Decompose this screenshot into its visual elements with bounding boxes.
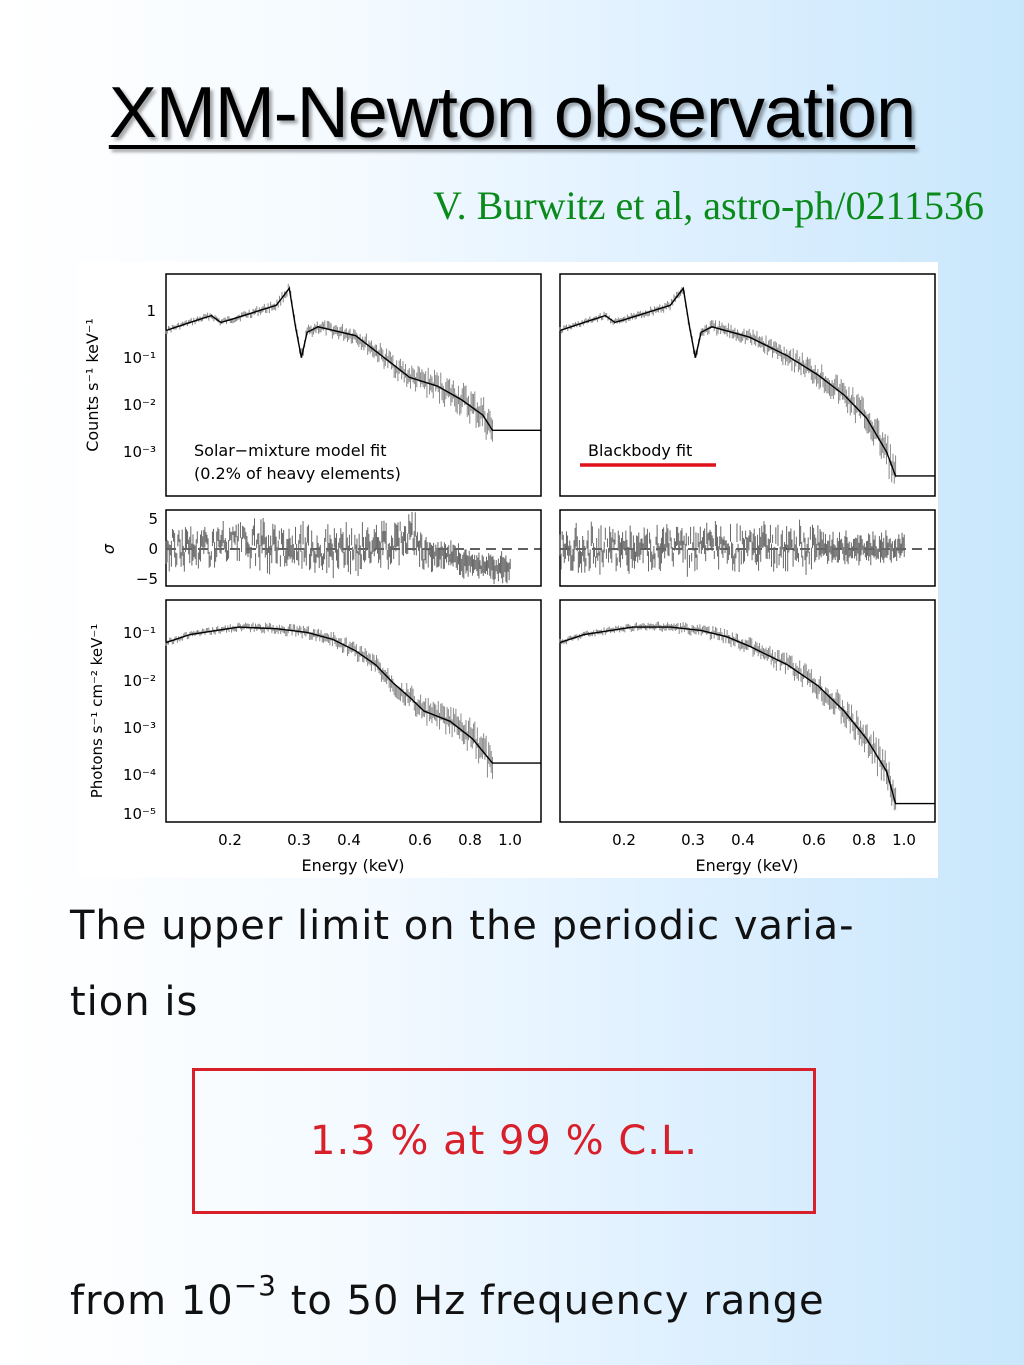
xtick-right: 0.4 — [731, 831, 755, 849]
citation: V. Burwitz et al, astro-ph/0211536 — [432, 183, 984, 228]
result-text: 1.3 % at 99 % C.L. — [310, 1118, 698, 1164]
range-exponent: −3 — [233, 1269, 277, 1302]
ytick-photons: 10⁻⁵ — [123, 805, 156, 823]
xtick-left: 0.2 — [218, 831, 242, 849]
ytick-counts: 1 — [146, 302, 156, 320]
paragraph-line-2: tion is — [70, 979, 199, 1025]
panel-counts-solar — [165, 273, 542, 497]
model-line — [559, 286, 935, 477]
ylabel-sigma: σ — [99, 543, 118, 554]
spectrum-plots: 1 10⁻¹ 10⁻² 10⁻³ 5 0 −5 10⁻¹ 10⁻² 10⁻³ 1… — [83, 273, 936, 875]
xtick-left: 1.0 — [498, 831, 522, 849]
model-line — [559, 626, 935, 805]
ytick-photons: 10⁻³ — [123, 719, 156, 737]
xtick-left: 0.4 — [337, 831, 361, 849]
annotation-blackbody: Blackbody fit — [588, 441, 692, 460]
panel-photons-blackbody — [559, 599, 936, 823]
panel-counts-blackbody — [559, 273, 936, 497]
ytick-photons: 10⁻² — [123, 672, 156, 690]
xlabel-left: Energy (keV) — [301, 856, 404, 875]
ytick-sigma: −5 — [136, 570, 158, 588]
panel-photons-solar — [165, 599, 542, 823]
annotation-heavy-elements: (0.2% of heavy elements) — [194, 464, 401, 483]
ytick-counts: 10⁻³ — [123, 443, 156, 461]
xtick-left: 0.3 — [287, 831, 311, 849]
ytick-sigma: 5 — [148, 510, 158, 528]
spectrum-figure: 1 10⁻¹ 10⁻² 10⁻³ 5 0 −5 10⁻¹ 10⁻² 10⁻³ 1… — [78, 262, 938, 878]
xtick-right: 0.3 — [681, 831, 705, 849]
result-box: 1.3 % at 99 % C.L. — [192, 1068, 816, 1214]
xtick-right: 0.8 — [852, 831, 876, 849]
model-line — [165, 286, 541, 431]
xtick-right: 0.6 — [802, 831, 826, 849]
slide-title: XMM-Newton observation — [108, 73, 916, 153]
xtick-left: 0.6 — [408, 831, 432, 849]
ytick-photons: 10⁻¹ — [123, 624, 156, 642]
xlabel-right: Energy (keV) — [695, 856, 798, 875]
ytick-sigma: 0 — [148, 540, 158, 558]
frequency-range: from 10−3 to 50 Hz frequency range — [70, 1272, 825, 1325]
chart-marks — [165, 283, 935, 811]
xtick-right: 1.0 — [892, 831, 916, 849]
paragraph-line-1: The upper limit on the periodic varia- — [70, 903, 855, 949]
ylabel-photons: Photons s⁻¹ cm⁻² keV⁻¹ — [88, 624, 106, 799]
ytick-counts: 10⁻² — [123, 396, 156, 414]
ytick-photons: 10⁻⁴ — [123, 766, 156, 784]
model-line — [165, 626, 541, 764]
ytick-counts: 10⁻¹ — [123, 349, 156, 367]
xtick-left: 0.8 — [458, 831, 482, 849]
xtick-right: 0.2 — [612, 831, 636, 849]
range-before: from 10 — [70, 1278, 234, 1324]
panel-residuals-solar — [165, 509, 542, 587]
annotation-solar-mixture: Solar−mixture model fit — [194, 441, 387, 460]
ylabel-counts: Counts s⁻¹ keV⁻¹ — [83, 318, 102, 452]
range-after: to 50 Hz frequency range — [276, 1278, 825, 1324]
